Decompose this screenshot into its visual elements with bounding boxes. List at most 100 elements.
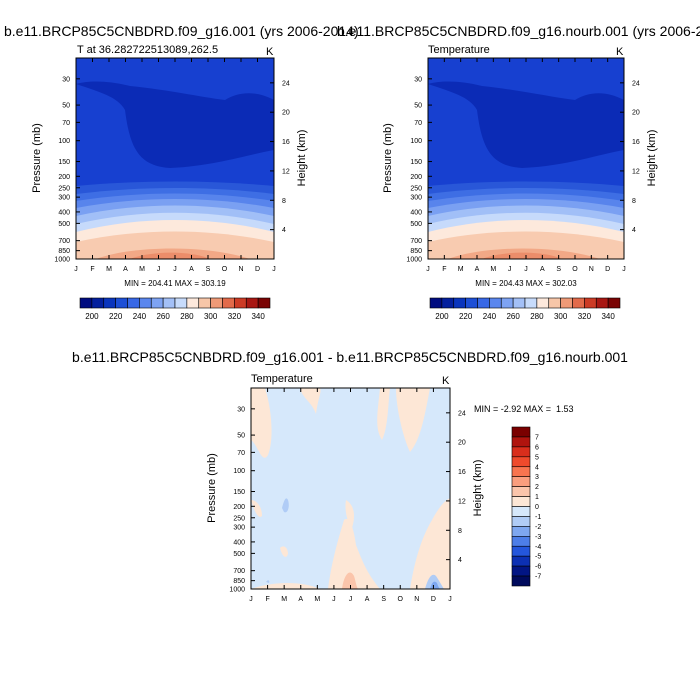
y2-tick-label: 12: [632, 168, 640, 175]
colorbar-swatch: [511, 486, 531, 497]
panel-3-ylabel: Pressure (mb): [206, 453, 218, 523]
y2-tick-label: 20: [632, 110, 640, 117]
colorbar-label: 2: [535, 484, 539, 491]
x-tick-label: J: [426, 266, 430, 273]
y-tick-label: 850: [233, 578, 245, 585]
y-tick-label: 700: [58, 238, 70, 245]
y-tick-label: 250: [58, 185, 70, 192]
colorbar-label: 280: [180, 312, 194, 321]
x-tick-label: O: [222, 266, 228, 273]
colorbar-swatch: [511, 456, 531, 468]
x-tick-label: N: [238, 266, 243, 273]
colorbar-label: 260: [506, 312, 520, 321]
panel-2-units: K: [616, 46, 624, 58]
panel-2-y2label: Height (km): [646, 130, 658, 187]
colorbar-swatch: [511, 555, 531, 567]
colorbar-swatch: [511, 506, 531, 517]
y-tick-label: 1000: [229, 587, 245, 594]
colorbar-swatch: [511, 436, 531, 448]
colorbar-swatch: [560, 297, 573, 309]
y-tick-label: 30: [237, 406, 245, 413]
panel-2-title: b.e11.BRCP85C5CNBDRD.f09_g16.nourb.001 (…: [337, 23, 700, 39]
colorbar-swatch: [511, 536, 531, 547]
panel-1-ylabel: Pressure (mb): [31, 123, 43, 193]
colorbar-swatch: [115, 297, 128, 309]
colorbar-swatch: [257, 297, 271, 309]
x-tick-label: A: [123, 266, 128, 273]
y-tick-label: 400: [410, 209, 422, 216]
x-tick-label: M: [490, 266, 496, 273]
colorbar-label: 240: [133, 312, 147, 321]
x-tick-label: J: [332, 596, 336, 603]
y-tick-label: 850: [410, 248, 422, 255]
y-tick-label: 50: [62, 103, 70, 110]
panel-1-axes: J F M A M J J A S O N D J 30 50 70 100 150 200 250 300 400 500…: [54, 58, 290, 273]
panel-2-colorbar: 200 220 240 260 280 300 320 340: [429, 297, 621, 321]
colorbar-label: -7: [535, 574, 541, 581]
y-tick-label: 300: [233, 525, 245, 532]
panel-3-axes: J F M A M J J A S O N D J 30 50 70 100 150 200 250 300 400 500…: [229, 388, 466, 603]
colorbar-swatch: [536, 297, 550, 309]
colorbar-label: 260: [156, 312, 170, 321]
y-tick-label: 300: [410, 195, 422, 202]
colorbar-label: -4: [535, 544, 541, 551]
y-tick-label: 400: [233, 539, 245, 546]
colorbar-swatch: [210, 297, 223, 309]
x-tick-label: D: [431, 596, 436, 603]
colorbar-label: 6: [535, 444, 539, 451]
panel-1-y2label: Height (km): [296, 130, 308, 187]
x-tick-label: N: [589, 266, 594, 273]
colorbar-label: 280: [530, 312, 544, 321]
colorbar-swatch: [234, 297, 247, 309]
x-tick-label: J: [173, 266, 177, 273]
panel-3-field: [251, 388, 450, 589]
x-tick-label: M: [139, 266, 145, 273]
colorbar-label: -2: [535, 524, 541, 531]
y-tick-label: 100: [233, 468, 245, 475]
colorbar-swatch: [607, 297, 621, 309]
colorbar-label: 1: [535, 494, 539, 501]
colorbar-swatch: [465, 297, 478, 309]
x-tick-label: A: [475, 266, 480, 273]
x-tick-label: J: [622, 266, 626, 273]
x-tick-label: D: [255, 266, 260, 273]
y-tick-label: 250: [233, 515, 245, 522]
colorbar-swatch: [511, 466, 531, 477]
y-tick-label: 50: [414, 103, 422, 110]
x-tick-label: S: [381, 596, 386, 603]
y2-tick-label: 12: [282, 168, 290, 175]
x-tick-label: J: [157, 266, 161, 273]
panel-2-ylabel: Pressure (mb): [382, 123, 394, 193]
panel-1-colorbar: 200 220 240 260 280 300 320 340: [79, 297, 271, 321]
y2-tick-label: 12: [458, 498, 466, 505]
y-tick-label: 200: [410, 174, 422, 181]
colorbar-swatch: [441, 297, 455, 309]
y-tick-label: 30: [62, 76, 70, 83]
colorbar-swatch: [245, 297, 259, 309]
colorbar-swatch: [489, 297, 502, 309]
panel-3-title: b.e11.BRCP85C5CNBDRD.f09_g16.001 - b.e11…: [72, 349, 628, 365]
y2-tick-label: 24: [458, 410, 466, 417]
colorbar-swatch: [511, 496, 531, 507]
panel-3-subtitle: Temperature: [251, 373, 313, 385]
colorbar-label: 240: [483, 312, 497, 321]
panel-2-axes: J F M A M J J A S O N D J 30 50 70 100 150 200 250 300 400 500…: [406, 58, 640, 273]
colorbar-swatch: [511, 446, 531, 458]
y-tick-label: 100: [410, 138, 422, 145]
colorbar-label: 7: [535, 434, 539, 441]
x-tick-label: F: [90, 266, 94, 273]
y-tick-label: 1000: [406, 257, 422, 264]
panel-2-field: [428, 58, 624, 259]
colorbar-swatch: [222, 297, 235, 309]
panel-3-y2label: Height (km): [472, 460, 484, 517]
y-tick-label: 250: [410, 185, 422, 192]
colorbar-label: 300: [204, 312, 218, 321]
x-tick-label: M: [314, 596, 320, 603]
colorbar-swatch: [477, 297, 490, 309]
colorbar-swatch: [511, 565, 531, 577]
panel-2: b.e11.BRCP85C5CNBDRD.f09_g16.nourb.001 (…: [337, 23, 700, 321]
colorbar-swatch: [429, 297, 443, 309]
colorbar-swatch: [198, 297, 211, 309]
y-tick-label: 100: [58, 138, 70, 145]
